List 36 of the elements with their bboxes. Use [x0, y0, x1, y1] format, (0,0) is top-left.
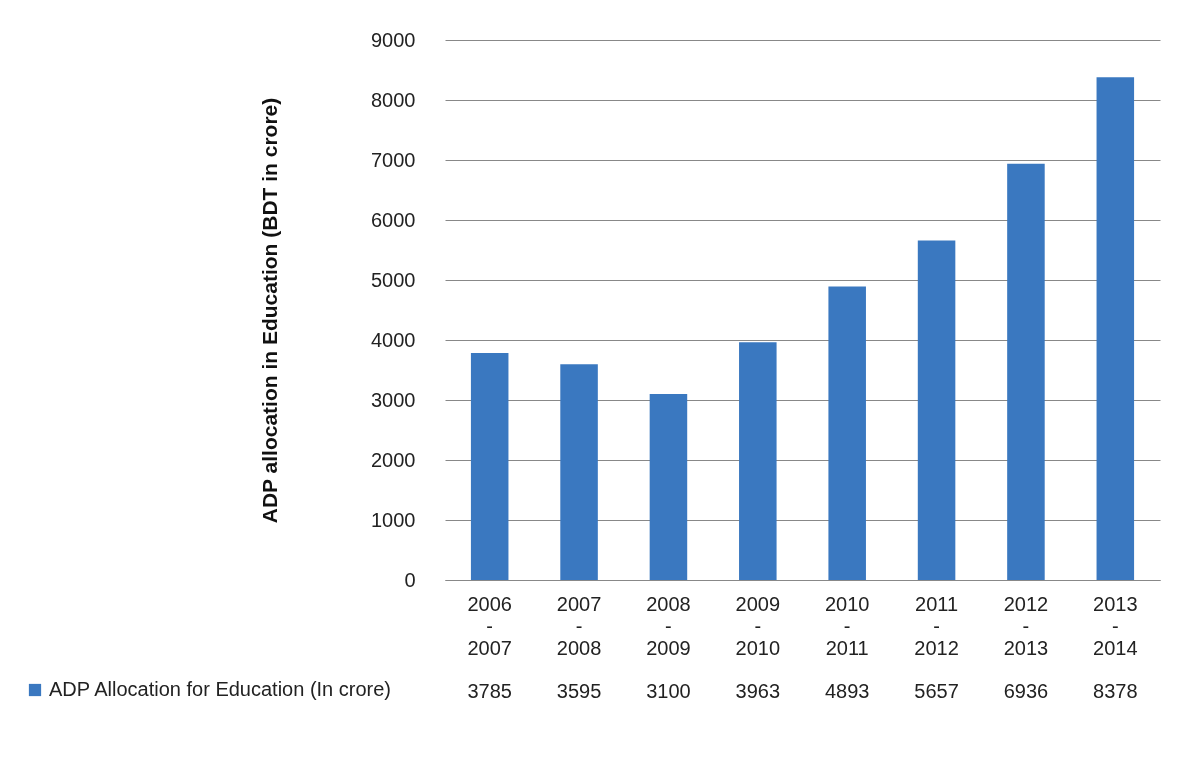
- bar: [1096, 77, 1135, 580]
- data-label: 3963: [735, 680, 781, 702]
- data-label: 6936: [1003, 680, 1049, 702]
- bar: [828, 286, 866, 580]
- bar: [1007, 163, 1045, 580]
- x-tick-label: 2007 - 2008: [556, 592, 602, 659]
- x-tick-label: 2006 - 2007: [467, 592, 512, 659]
- bar: [917, 240, 956, 580]
- bar: [649, 394, 688, 580]
- y-tick-label: 7000: [371, 148, 416, 171]
- bar: [470, 352, 509, 580]
- x-tick-label: 2009 - 2010: [735, 592, 781, 659]
- y-tick-label: 5000: [371, 268, 416, 291]
- y-tick-label: 3000: [371, 388, 416, 411]
- bar: [560, 364, 598, 580]
- data-label: 3785: [467, 680, 512, 702]
- x-tick-label: 2013 - 2014: [1093, 592, 1138, 659]
- y-tick-label: 2000: [371, 448, 416, 471]
- data-label: 8378: [1093, 680, 1138, 702]
- x-tick-label: 2011 - 2012: [914, 592, 959, 659]
- y-tick-label: 4000: [371, 328, 416, 351]
- x-tick-label: 2010 - 2011: [824, 592, 870, 659]
- x-tick-label: 2008 - 2009: [646, 592, 691, 659]
- y-tick-label: 9000: [371, 28, 416, 51]
- y-axis-title: ADP allocation in Education (BDT in crore): [258, 97, 282, 524]
- y-tick-label: 0: [404, 568, 416, 591]
- data-label: 4893: [824, 680, 870, 702]
- y-tick-label: 1000: [371, 508, 416, 531]
- data-label: 3100: [646, 680, 691, 702]
- y-tick-label: 8000: [371, 88, 416, 111]
- x-tick-label: 2012 - 2013: [1003, 592, 1049, 659]
- data-label: 5657: [914, 680, 959, 702]
- data-label: 3595: [556, 680, 602, 702]
- bar: [739, 342, 777, 580]
- y-tick-label: 6000: [371, 208, 416, 231]
- legend-label: ADP Allocation for Education (In crore): [49, 678, 392, 700]
